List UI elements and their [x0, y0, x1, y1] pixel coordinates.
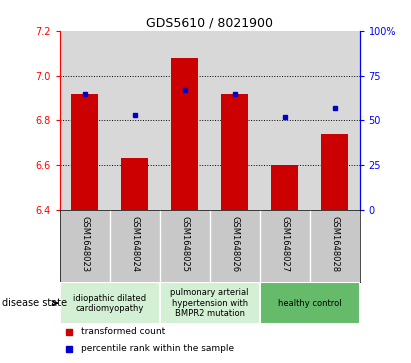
Text: transformed count: transformed count — [81, 327, 165, 336]
Bar — [271, 165, 298, 210]
Text: pulmonary arterial
hypertension with
BMPR2 mutation: pulmonary arterial hypertension with BMP… — [171, 288, 249, 318]
Text: GSM1648024: GSM1648024 — [130, 216, 139, 272]
Text: GSM1648027: GSM1648027 — [280, 216, 289, 272]
Bar — [60, 282, 159, 324]
Text: GSM1648026: GSM1648026 — [230, 216, 239, 272]
Text: disease state: disease state — [2, 298, 70, 308]
Bar — [159, 282, 260, 324]
Text: idiopathic dilated
cardiomyopathy: idiopathic dilated cardiomyopathy — [73, 294, 146, 313]
Bar — [71, 94, 98, 210]
Bar — [321, 134, 349, 210]
Text: GSM1648023: GSM1648023 — [80, 216, 89, 272]
Bar — [171, 58, 199, 210]
Text: GSM1648028: GSM1648028 — [330, 216, 339, 272]
Bar — [221, 94, 248, 210]
Text: GSM1648025: GSM1648025 — [180, 216, 189, 272]
Text: healthy control: healthy control — [278, 299, 342, 308]
Bar — [260, 282, 360, 324]
Title: GDS5610 / 8021900: GDS5610 / 8021900 — [146, 17, 273, 30]
Text: percentile rank within the sample: percentile rank within the sample — [81, 344, 234, 354]
Bar — [121, 158, 148, 210]
